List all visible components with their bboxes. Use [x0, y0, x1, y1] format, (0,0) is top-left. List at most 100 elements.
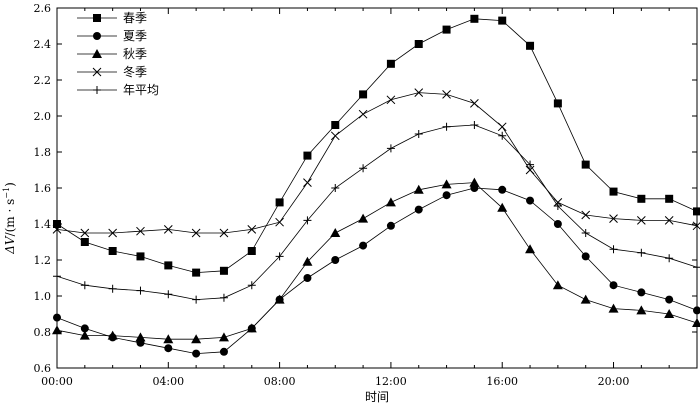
y-tick-label: 1.6 — [34, 182, 52, 195]
data-point — [526, 160, 535, 169]
series-line — [56, 124, 698, 301]
data-point — [330, 228, 341, 237]
data-point — [386, 95, 396, 105]
data-point — [136, 252, 145, 261]
data-point — [163, 334, 174, 344]
series-line — [56, 18, 698, 274]
y-tick-label: 2.2 — [34, 74, 52, 87]
data-point — [275, 198, 284, 207]
data-point — [164, 290, 173, 299]
data-point — [246, 323, 257, 333]
legend-label: 年平均 — [123, 83, 159, 97]
data-point — [581, 252, 590, 261]
data-point — [526, 41, 535, 50]
y-axis-title-main: ΔV — [3, 235, 17, 255]
data-point — [164, 261, 173, 270]
data-point — [609, 214, 618, 223]
data-point — [665, 194, 674, 203]
data-point — [359, 241, 368, 250]
legend-item: 冬季 — [77, 64, 147, 79]
data-point — [386, 59, 395, 68]
data-point — [219, 347, 228, 356]
data-point — [108, 228, 118, 238]
x-tick-label: 12:00 — [375, 375, 407, 388]
data-point — [664, 309, 675, 318]
data-point — [414, 205, 423, 214]
series-2 — [52, 177, 700, 344]
data-point — [637, 194, 646, 203]
data-point — [331, 184, 340, 192]
data-point — [497, 202, 508, 212]
data-point — [665, 295, 674, 304]
data-point — [608, 303, 619, 313]
data-point — [581, 160, 590, 169]
data-point — [636, 216, 646, 225]
data-point — [358, 213, 369, 223]
x-tick-label: 20:00 — [598, 375, 630, 388]
data-point — [581, 210, 591, 220]
x-tick-label: 16:00 — [486, 375, 518, 388]
data-point — [108, 284, 117, 293]
data-point — [609, 245, 618, 254]
data-point — [163, 225, 173, 234]
data-point — [247, 247, 256, 255]
data-point — [665, 254, 674, 263]
data-point — [303, 178, 312, 187]
data-point — [497, 122, 507, 132]
y-tick-label: 1.8 — [34, 146, 52, 159]
data-point — [275, 252, 284, 261]
data-point — [553, 202, 562, 210]
data-point — [693, 263, 700, 272]
data-point — [637, 248, 646, 257]
data-point — [553, 99, 562, 108]
y-tick-label: 0.6 — [34, 362, 52, 375]
data-point — [275, 217, 284, 227]
data-point — [108, 247, 117, 255]
y-tick-label: 2.0 — [34, 110, 52, 123]
data-point — [580, 294, 591, 304]
data-point — [52, 325, 62, 335]
data-point — [80, 281, 89, 290]
series-line — [56, 182, 698, 340]
data-point — [52, 225, 62, 234]
data-point — [386, 221, 395, 230]
data-point — [191, 334, 202, 344]
data-point — [414, 40, 423, 48]
data-point — [219, 266, 228, 275]
data-point — [525, 165, 535, 175]
data-point — [498, 16, 507, 25]
data-point — [442, 25, 451, 34]
x-axis-title: 时间 — [365, 390, 389, 404]
data-point — [164, 344, 173, 353]
x-tick-label: 08:00 — [264, 375, 296, 388]
data-point — [219, 228, 229, 238]
data-point — [552, 280, 563, 290]
data-point — [136, 226, 145, 236]
data-point — [470, 99, 479, 108]
data-point — [470, 121, 479, 129]
data-point — [359, 90, 368, 99]
data-point — [79, 330, 90, 340]
legend-item: 春季 — [77, 11, 147, 25]
data-point — [470, 14, 479, 23]
data-point — [386, 144, 395, 153]
data-point — [692, 318, 700, 327]
data-point — [80, 228, 90, 238]
data-point — [53, 220, 61, 228]
data-point — [53, 272, 61, 281]
data-point — [303, 274, 312, 282]
data-point — [441, 179, 452, 189]
data-point — [414, 130, 423, 138]
data-point — [553, 220, 562, 228]
plot-area — [56, 7, 698, 369]
legend-label: 冬季 — [123, 64, 147, 79]
data-point — [359, 164, 368, 173]
data-point — [192, 295, 201, 304]
legend-item: 秋季 — [77, 47, 147, 61]
legend-item: 夏季 — [77, 29, 147, 43]
series-line — [56, 187, 698, 355]
data-point — [385, 197, 396, 207]
y-axis-title-close: ) — [3, 182, 17, 187]
data-point — [469, 177, 480, 187]
